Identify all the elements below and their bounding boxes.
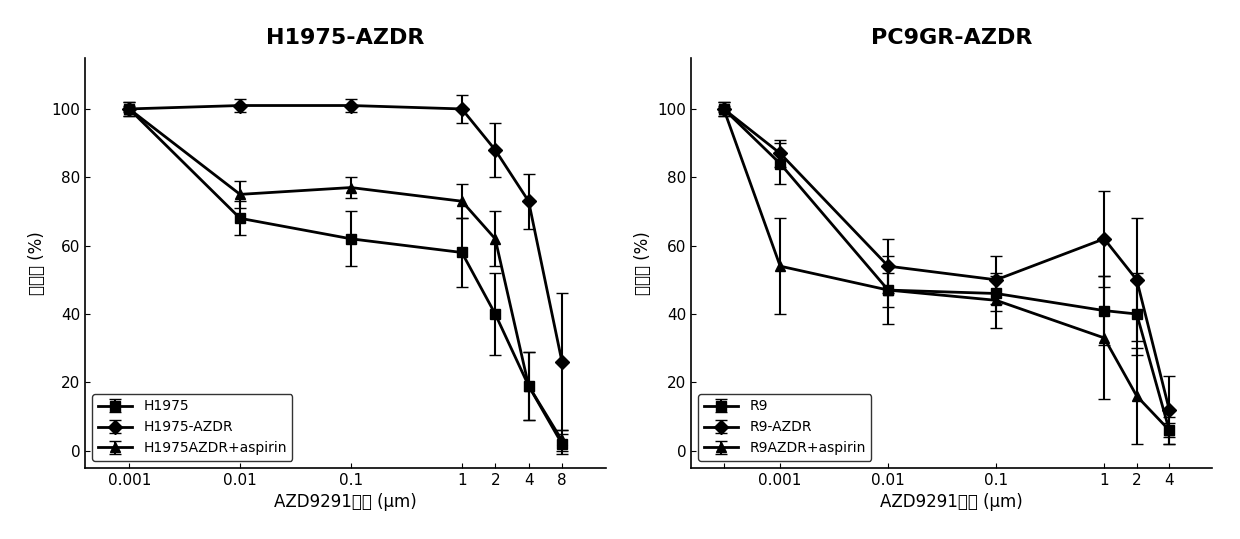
Y-axis label: 存活率 (%): 存活率 (%)	[634, 231, 652, 295]
X-axis label: AZD9291浓度 (μm): AZD9291浓度 (μm)	[880, 493, 1023, 511]
Title: PC9GR-AZDR: PC9GR-AZDR	[870, 28, 1033, 48]
Title: H1975-AZDR: H1975-AZDR	[267, 28, 425, 48]
Y-axis label: 存活率 (%): 存活率 (%)	[27, 231, 46, 295]
Legend: R9, R9-AZDR, R9AZDR+aspirin: R9, R9-AZDR, R9AZDR+aspirin	[698, 394, 872, 461]
X-axis label: AZD9291浓度 (μm): AZD9291浓度 (μm)	[274, 493, 417, 511]
Legend: H1975, H1975-AZDR, H1975AZDR+aspirin: H1975, H1975-AZDR, H1975AZDR+aspirin	[92, 394, 293, 461]
